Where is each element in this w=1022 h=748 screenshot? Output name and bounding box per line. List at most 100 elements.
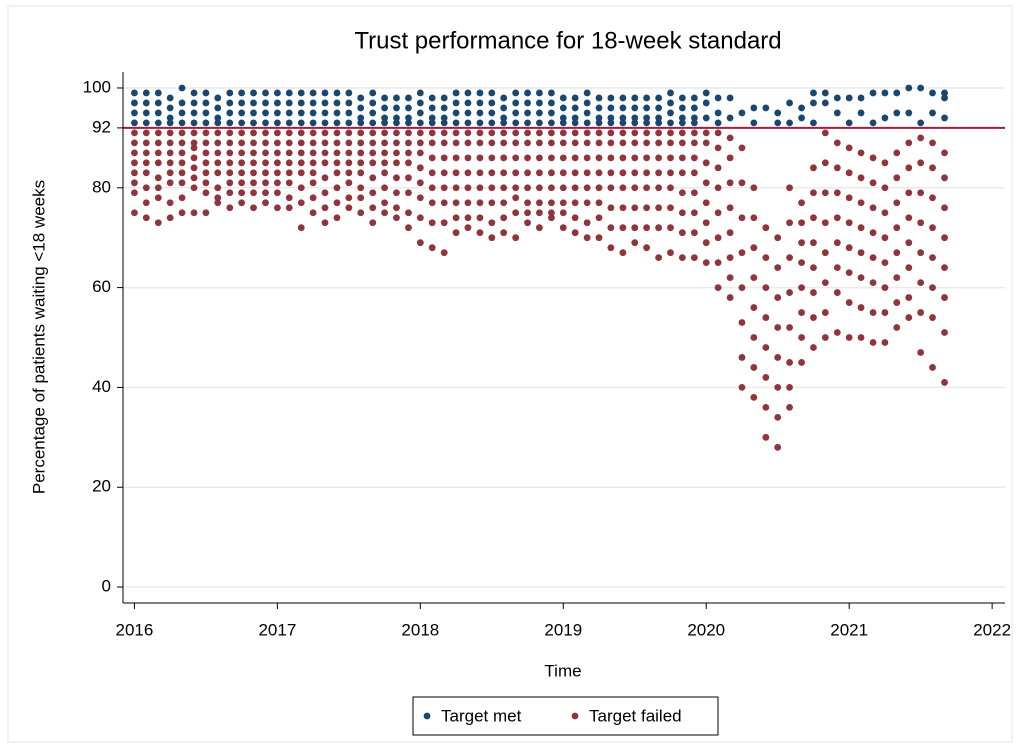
- point: [762, 104, 770, 112]
- point: [643, 169, 651, 177]
- point: [607, 139, 615, 147]
- point: [571, 129, 579, 137]
- point: [357, 104, 365, 112]
- point: [726, 179, 734, 187]
- point: [893, 249, 901, 257]
- point: [548, 154, 555, 162]
- point: [750, 214, 758, 222]
- point: [440, 139, 448, 147]
- point: [345, 194, 353, 202]
- point: [226, 89, 234, 97]
- point: [369, 219, 377, 227]
- point: [190, 144, 198, 152]
- point: [619, 94, 627, 102]
- point: [405, 224, 412, 232]
- point: [536, 199, 543, 207]
- point: [857, 174, 865, 182]
- point: [726, 274, 734, 282]
- point: [619, 114, 627, 122]
- point: [309, 129, 317, 137]
- point: [476, 99, 484, 107]
- point: [178, 99, 186, 107]
- point: [595, 119, 603, 127]
- point: [262, 109, 269, 117]
- point: [905, 189, 913, 197]
- point: [690, 129, 698, 137]
- point: [857, 224, 865, 232]
- point: [238, 99, 246, 107]
- point: [262, 89, 269, 97]
- point: [905, 164, 913, 172]
- point: [321, 204, 329, 212]
- point: [667, 109, 674, 117]
- point: [428, 139, 436, 147]
- point: [345, 179, 353, 187]
- point: [154, 194, 162, 202]
- point: [869, 229, 877, 237]
- point: [631, 94, 639, 102]
- point: [941, 204, 948, 212]
- point: [702, 139, 710, 147]
- point: [381, 119, 388, 127]
- point: [941, 149, 948, 157]
- point: [917, 119, 925, 127]
- point: [583, 199, 591, 207]
- point: [321, 159, 329, 167]
- point: [178, 179, 186, 187]
- point: [655, 139, 663, 147]
- point: [738, 319, 746, 326]
- point: [714, 144, 722, 152]
- point: [309, 179, 317, 187]
- point: [536, 209, 543, 217]
- point: [428, 169, 436, 177]
- point: [714, 119, 722, 127]
- point: [571, 114, 579, 122]
- point: [690, 119, 698, 127]
- point: [810, 89, 817, 97]
- point: [536, 169, 543, 177]
- point: [393, 189, 400, 197]
- point: [810, 214, 817, 222]
- point: [559, 114, 567, 122]
- point: [857, 304, 865, 311]
- point: [738, 354, 746, 361]
- point: [381, 169, 388, 177]
- point: [166, 149, 174, 157]
- point: [738, 144, 746, 152]
- point: [774, 443, 782, 451]
- point: [857, 274, 865, 282]
- point: [690, 254, 698, 262]
- point: [702, 239, 710, 247]
- point: [798, 104, 805, 112]
- point: [524, 89, 531, 97]
- point: [798, 199, 805, 207]
- point: [131, 179, 138, 187]
- point: [488, 139, 496, 147]
- point: [440, 169, 448, 177]
- y-tick-label: 60: [92, 277, 111, 296]
- point: [202, 129, 210, 137]
- point: [512, 99, 520, 107]
- point: [190, 129, 198, 137]
- point: [190, 119, 198, 127]
- point: [488, 234, 496, 242]
- point: [750, 364, 758, 371]
- point: [285, 179, 293, 187]
- point: [905, 109, 913, 117]
- point: [762, 374, 770, 381]
- point: [905, 314, 913, 321]
- point: [131, 159, 138, 167]
- point: [667, 99, 674, 107]
- point: [702, 114, 710, 122]
- point: [500, 139, 508, 147]
- point: [655, 154, 663, 162]
- point: [774, 354, 782, 361]
- point: [571, 119, 579, 127]
- point: [512, 119, 520, 127]
- point: [488, 219, 496, 227]
- point: [798, 259, 805, 267]
- point: [476, 109, 484, 117]
- point: [285, 159, 293, 167]
- point: [393, 149, 400, 157]
- point: [941, 94, 948, 102]
